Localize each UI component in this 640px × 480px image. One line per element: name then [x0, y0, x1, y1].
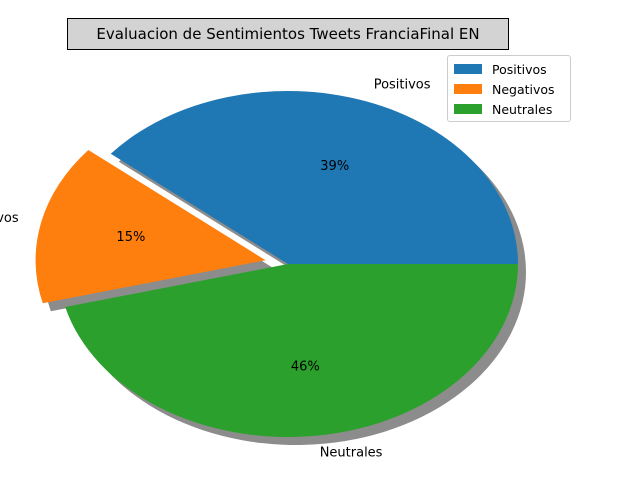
wedge-label-positivos: Positivos	[374, 77, 431, 92]
legend-item-negativos: Negativos	[454, 79, 564, 99]
legend-item-neutrales: Neutrales	[454, 99, 564, 119]
legend-swatch-negativos	[454, 84, 482, 94]
legend-swatch-neutrales	[454, 104, 482, 114]
wedge-neutrales	[65, 264, 518, 437]
wedge-label-neutrales: Neutrales	[320, 445, 383, 460]
wedge-label-negativos: vos	[0, 211, 19, 226]
pct-label-neutrales: 46%	[291, 359, 320, 374]
legend-label-negativos: Negativos	[492, 81, 555, 97]
legend-label-neutrales: Neutrales	[492, 101, 553, 117]
legend-swatch-positivos	[454, 64, 482, 74]
legend: Positivos Negativos Neutrales	[447, 55, 571, 122]
wedge-negativos	[35, 149, 266, 304]
legend-item-positivos: Positivos	[454, 59, 564, 79]
legend-label-positivos: Positivos	[492, 61, 547, 77]
wedge-positivos	[110, 90, 518, 264]
pct-label-positivos: 39%	[320, 159, 349, 174]
chart-title: Evaluacion de Sentimientos Tweets Franci…	[67, 18, 509, 50]
pct-label-negativos: 15%	[116, 230, 145, 245]
